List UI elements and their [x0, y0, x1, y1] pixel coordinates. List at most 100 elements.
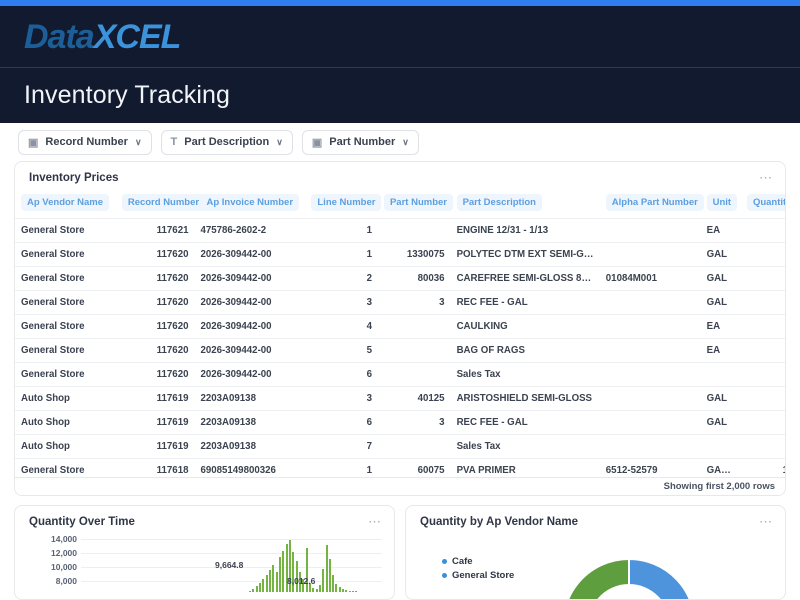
- cell-unit: GAL: [700, 410, 741, 435]
- line-chart-title: Quantity Over Time: [29, 516, 135, 528]
- cell-part-number: [377, 338, 451, 363]
- cell-part-description: REC FEE - GAL: [450, 410, 600, 435]
- table-row[interactable]: General Store 117621 475786-2602-2 1 ENGINE …: [15, 218, 785, 243]
- chevron-down-icon: ∨: [276, 136, 283, 147]
- cell-quantity: 1: [740, 386, 785, 411]
- quantity-over-time-card: Quantity Over Time ⋯ 14,000 12,000 10,000 8…: [14, 505, 395, 600]
- donut-slice[interactable]: [563, 557, 630, 600]
- cell-line-number: 6: [305, 362, 378, 387]
- y-axis-tick-label: 14,000: [51, 534, 77, 544]
- table-scroll-area[interactable]: Ap Vendor Name Record Number Ap Invoice …: [15, 190, 785, 490]
- donut-slice[interactable]: [621, 557, 695, 600]
- column-header-unit[interactable]: Unit: [701, 190, 741, 219]
- gridline: [81, 553, 382, 554]
- page-title-bar: Inventory Tracking: [0, 68, 800, 123]
- column-header-ap-vendor-name[interactable]: Ap Vendor Name: [15, 190, 116, 219]
- table-row[interactable]: General Store 117620 2026-309442-00 5 BAG OF…: [15, 338, 785, 363]
- cell-unit: GAL: [700, 386, 741, 411]
- bar: [285, 544, 288, 592]
- cell-part-description: ARISTOSHIELD SEMI-GLOSS: [450, 386, 600, 411]
- table-row[interactable]: General Store 117620 2026-309442-00 6 Sales …: [15, 362, 785, 387]
- cell-record-number: 117619: [115, 434, 195, 459]
- cell-quantity: 1: [740, 338, 785, 363]
- bar-series: [83, 534, 382, 592]
- table-row[interactable]: Auto Shop 117619 2203A09138 6 3 REC FEE - GAL…: [15, 410, 785, 435]
- cell-ap-invoice-number: 2026-309442-00: [194, 266, 306, 291]
- cell-quantity: 4: [740, 290, 785, 315]
- cell-ap-invoice-number: 2026-309442-00: [194, 362, 306, 387]
- filter-chip-record-number[interactable]: ▣ Record Number ∨: [18, 129, 152, 155]
- cell-ap-invoice-number: 2203A09138: [194, 434, 306, 459]
- table-row[interactable]: General Store 117620 2026-309442-00 3 3 REC F…: [15, 290, 785, 315]
- cell-line-number: 7: [305, 434, 378, 459]
- line-chart-menu-icon[interactable]: ⋯: [368, 514, 382, 529]
- table-row[interactable]: General Store 117620 2026-309442-00 4 CAULKI…: [15, 314, 785, 339]
- chevron-down-icon: ∨: [134, 136, 142, 147]
- cell-line-number: 1: [305, 242, 378, 267]
- table-row[interactable]: Auto Shop 117619 2203A09138 3 40125 ARISTOSHI…: [15, 386, 785, 411]
- data-label: 9,664.8: [215, 560, 244, 570]
- filter-chip-part-description[interactable]: T Part Description ∨: [160, 129, 293, 155]
- legend-item[interactable]: General Store: [442, 570, 514, 581]
- cell-part-description: CAULKING: [450, 314, 600, 339]
- inventory-table: Ap Vendor Name Record Number Ap Invoice …: [15, 190, 785, 490]
- bar: [322, 569, 325, 592]
- cell-line-number: 3: [305, 386, 378, 411]
- brand-logo[interactable]: DataXCEL: [24, 17, 181, 56]
- table-menu-icon[interactable]: ⋯: [759, 170, 773, 185]
- legend-item[interactable]: Cafe: [442, 556, 514, 567]
- bar: [272, 564, 275, 592]
- filter-chip-label: Part Description: [184, 136, 270, 148]
- bar: [279, 557, 281, 592]
- cell-record-number: 117620: [115, 290, 195, 315]
- column-header-part-number[interactable]: Part Number: [378, 190, 453, 219]
- brand-logo-cel: CEL: [115, 17, 181, 56]
- column-header-record-number[interactable]: Record Number: [116, 190, 206, 219]
- cell-ap-vendor-name: Auto Shop: [15, 410, 116, 435]
- donut-chart-title: Quantity by Ap Vendor Name: [420, 516, 579, 528]
- y-axis-tick-label: 8,000: [55, 576, 77, 586]
- table-row[interactable]: General Store 117620 2026-309442-00 2 80036 C…: [15, 266, 785, 291]
- cell-quantity: 2: [740, 266, 785, 291]
- cell-alpha-part-number: [599, 410, 701, 435]
- table-row[interactable]: General Store 117620 2026-309442-00 1 133007…: [15, 242, 785, 267]
- cell-ap-vendor-name: General Store: [15, 242, 116, 267]
- cell-alpha-part-number: [599, 386, 701, 411]
- bar: [262, 578, 265, 592]
- donut-chart[interactable]: [554, 550, 704, 600]
- cell-part-number: [377, 434, 451, 459]
- bar: [298, 572, 301, 592]
- column-header-line-number[interactable]: Line Number: [305, 190, 382, 219]
- column-header-part-description[interactable]: Part Description: [451, 190, 600, 219]
- gridline: [81, 567, 382, 568]
- cell-line-number: 5: [305, 338, 378, 363]
- cell-part-description: REC FEE - GAL: [450, 290, 600, 315]
- bar: [275, 572, 278, 592]
- bar: [255, 586, 258, 592]
- cell-ap-invoice-number: 2026-309442-00: [194, 314, 306, 339]
- donut-chart-menu-icon[interactable]: ⋯: [759, 514, 773, 529]
- filter-chip-part-number[interactable]: ▣ Part Number ∨: [301, 129, 419, 155]
- cell-part-number: 40125: [377, 386, 451, 411]
- cell-record-number: 117620: [115, 242, 195, 267]
- column-header-ap-invoice-number[interactable]: Ap Invoice Number: [194, 190, 305, 219]
- cell-part-number: [377, 362, 451, 387]
- bar: [252, 589, 255, 592]
- cell-alpha-part-number: [599, 434, 701, 459]
- cell-alpha-part-number: [599, 242, 701, 267]
- cell-unit: GAL: [700, 290, 741, 315]
- table-body: General Store 117621 475786-2602-2 1 ENGINE …: [15, 218, 785, 490]
- cell-ap-vendor-name: General Store: [15, 362, 116, 387]
- cell-alpha-part-number: 01084M001: [599, 266, 701, 291]
- cell-line-number: 1: [305, 218, 378, 243]
- cell-unit: EA: [700, 338, 741, 363]
- cell-ap-invoice-number: 2203A09138: [194, 410, 306, 435]
- column-header-alpha-part-number[interactable]: Alpha Part Number: [600, 190, 704, 219]
- bar: [295, 561, 298, 592]
- line-chart-header: Quantity Over Time ⋯: [15, 506, 394, 534]
- quantity-over-time-plot[interactable]: 14,000 12,000 10,000 8,000 9,664.8 8,012.6: [19, 534, 386, 592]
- column-header-quantity[interactable]: Quantity: [741, 190, 785, 219]
- y-axis-tick-label: 12,000: [51, 548, 77, 558]
- cell-line-number: 3: [305, 290, 378, 315]
